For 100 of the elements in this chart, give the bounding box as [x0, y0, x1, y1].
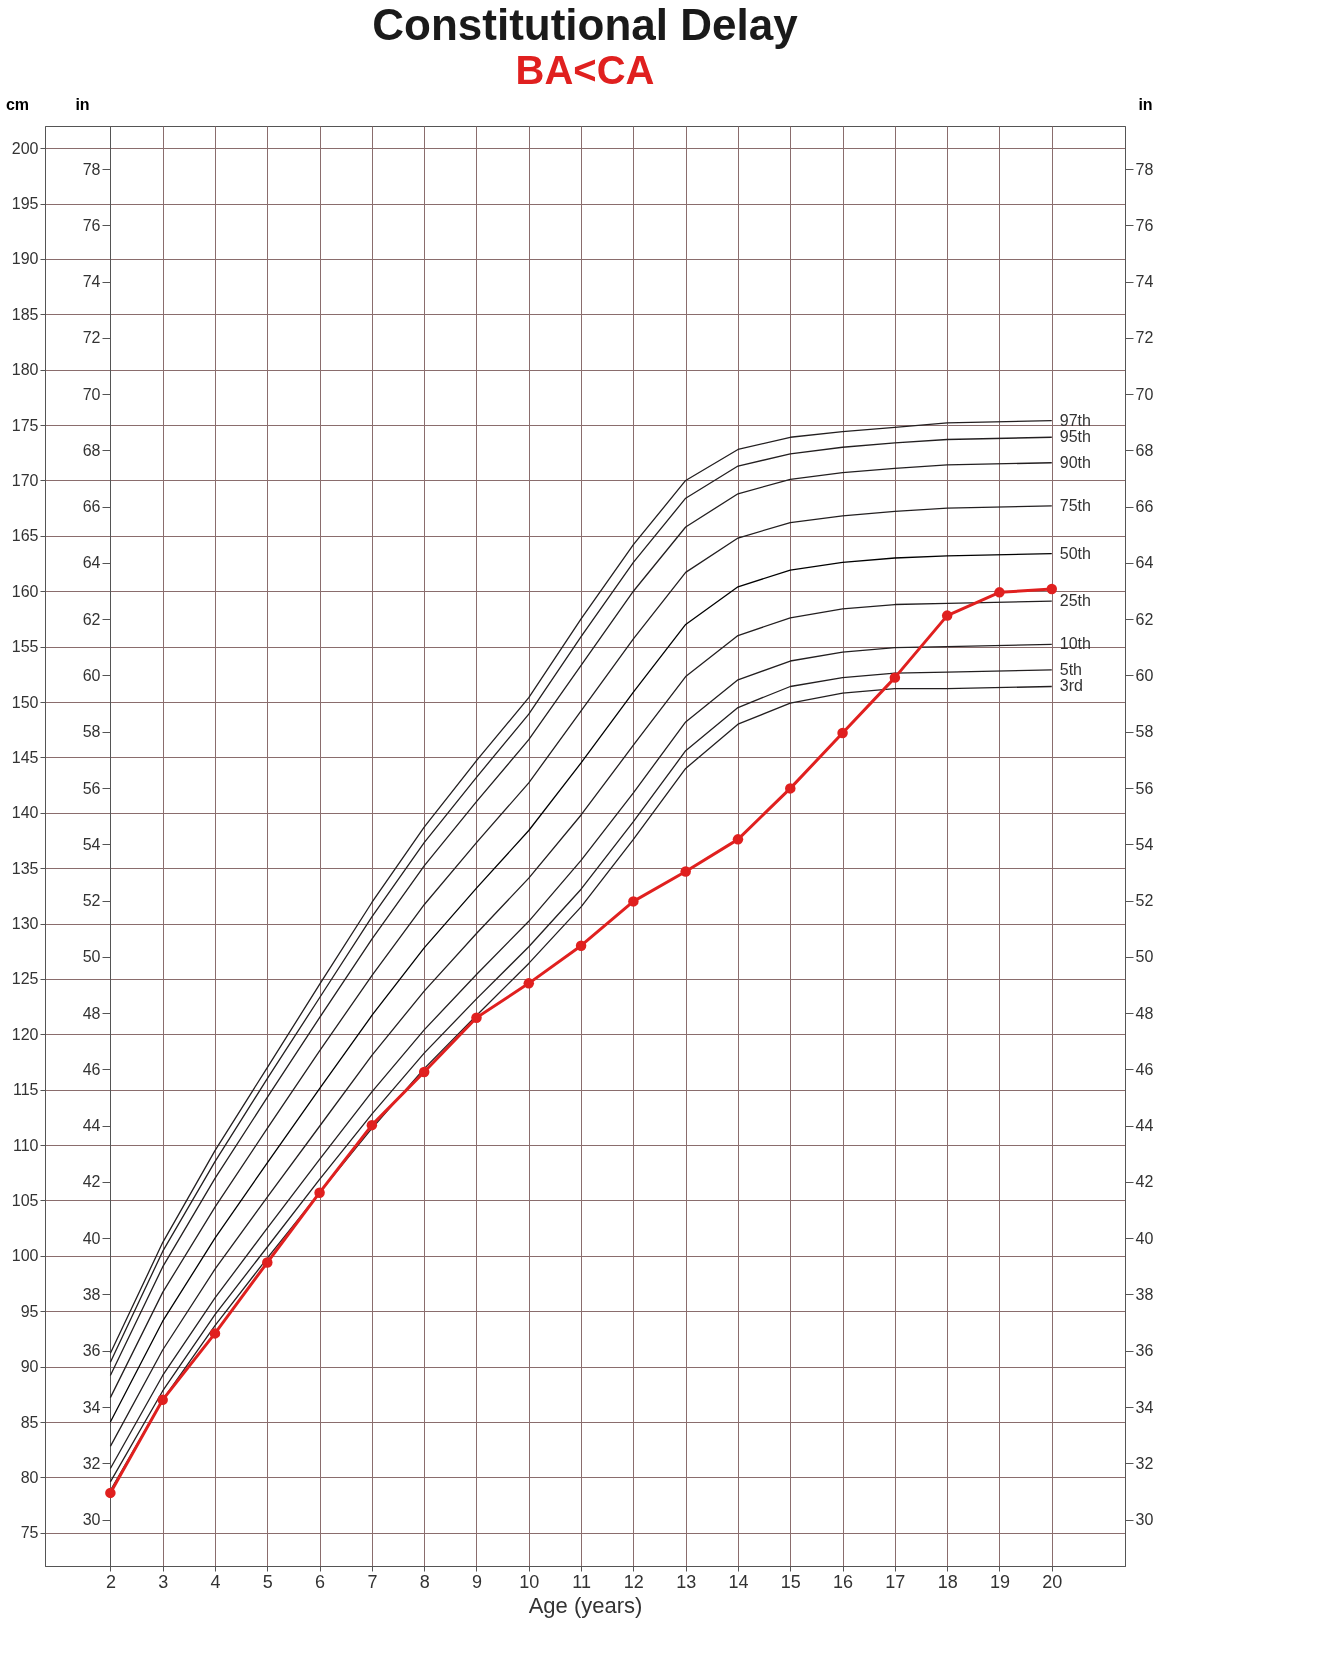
point — [889, 672, 901, 683]
x-tick-label: 4 — [210, 1571, 221, 1592]
point — [105, 1487, 116, 1499]
y3-tick-label: 74 — [1135, 273, 1154, 291]
y-tick-label: 195 — [11, 195, 39, 213]
x-tick-label: 5 — [262, 1571, 273, 1592]
y-tick-label: 145 — [11, 748, 39, 766]
y2-tick-label: 58 — [82, 723, 101, 741]
y-tick-label: 125 — [11, 970, 39, 988]
x-tick-label: 13 — [676, 1571, 697, 1592]
y-tick-label: 80 — [20, 1468, 39, 1486]
y2-tick-label: 70 — [82, 385, 101, 403]
y3-tick-label: 36 — [1135, 1342, 1154, 1360]
x-axis-title: Age (years) — [528, 1592, 643, 1618]
y-tick-label: 100 — [11, 1247, 39, 1265]
y3-tick-label: 50 — [1135, 948, 1154, 966]
y-axis-title: cm — [5, 95, 30, 113]
y2-tick-label: 32 — [82, 1454, 101, 1472]
y2-tick-label: 68 — [82, 441, 101, 459]
y3-axis-title: in — [75, 95, 90, 113]
point — [732, 834, 744, 845]
point — [471, 1012, 482, 1023]
y3-tick-label: 30 — [1135, 1511, 1154, 1529]
y3-tick-label: 76 — [1135, 216, 1154, 234]
point — [680, 866, 691, 877]
y3-tick-label: 40 — [1135, 1229, 1154, 1247]
y3-tick-label: 56 — [1135, 779, 1154, 797]
y3-tick-label: 64 — [1135, 554, 1154, 572]
y3-tick-label: 62 — [1135, 610, 1154, 628]
x-tick-label: 17 — [885, 1571, 906, 1592]
y-tick-label: 110 — [12, 1136, 39, 1154]
y2-tick-label: 62 — [82, 610, 101, 628]
series-label: 90th — [1059, 453, 1091, 471]
y-tick-label: 160 — [11, 582, 39, 600]
y2-tick-label: 54 — [82, 835, 101, 853]
y2-tick-label: 46 — [82, 1060, 101, 1078]
y2-tick-label: 72 — [82, 329, 101, 347]
chart-subtitle: BA<CA — [515, 48, 655, 92]
y2-tick-label: 36 — [82, 1342, 101, 1360]
y2-tick-label: 34 — [82, 1398, 101, 1416]
x-tick-label: 3 — [158, 1571, 169, 1592]
y2-tick-label: 38 — [82, 1285, 101, 1303]
y2-tick-label: 52 — [82, 892, 101, 910]
chart-title: Constitutional Delay — [372, 0, 799, 49]
series-label: 25th — [1059, 592, 1091, 610]
point — [994, 587, 1005, 598]
point — [209, 1328, 221, 1339]
x-tick-label: 2 — [105, 1571, 116, 1592]
y-tick-label: 165 — [11, 527, 39, 545]
y2-tick-label: 66 — [82, 498, 101, 516]
series-label: 3rd — [1059, 677, 1083, 695]
y2-tick-label: 44 — [82, 1117, 101, 1135]
series-label: 50th — [1059, 544, 1091, 562]
y-tick-label: 90 — [20, 1358, 39, 1376]
x-tick-label: 16 — [833, 1571, 854, 1592]
y3-tick-label: 42 — [1135, 1173, 1154, 1191]
y2-tick-label: 74 — [82, 273, 101, 291]
series-label: 5th — [1059, 660, 1083, 678]
y-tick-label: 105 — [11, 1191, 39, 1209]
y3-tick-label: 72 — [1135, 329, 1154, 347]
y-tick-label: 75 — [20, 1524, 39, 1542]
y3-tick-label: 48 — [1135, 1004, 1154, 1022]
y-tick-label: 200 — [11, 139, 39, 157]
y-tick-label: 185 — [11, 305, 39, 323]
y3-tick-label: 32 — [1135, 1454, 1154, 1472]
y3-tick-label: 44 — [1135, 1117, 1154, 1135]
y2-tick-label: 42 — [82, 1173, 101, 1191]
y2-axis-title: in — [1138, 95, 1153, 113]
point — [575, 940, 587, 951]
y3-tick-label: 38 — [1135, 1285, 1154, 1303]
point — [837, 727, 848, 739]
series-label: 95th — [1059, 428, 1091, 446]
point — [941, 610, 953, 621]
series-label: 75th — [1059, 496, 1091, 514]
y-tick-label: 120 — [11, 1025, 39, 1043]
x-tick-label: 19 — [989, 1571, 1010, 1592]
y2-tick-label: 64 — [82, 554, 101, 572]
y3-tick-label: 34 — [1135, 1398, 1154, 1416]
y-tick-label: 130 — [11, 915, 39, 933]
y-tick-label: 190 — [11, 250, 39, 268]
y3-tick-label: 60 — [1135, 667, 1154, 684]
point — [1046, 583, 1058, 595]
point — [785, 783, 796, 794]
y3-tick-label: 70 — [1135, 385, 1154, 403]
point — [366, 1119, 378, 1131]
y-tick-label: 150 — [11, 693, 39, 711]
point — [157, 1394, 168, 1406]
y-tick-label: 135 — [11, 859, 39, 877]
x-tick-label: 8 — [419, 1571, 430, 1592]
y2-tick-label: 50 — [82, 948, 101, 966]
y-tick-label: 180 — [11, 361, 39, 379]
y-tick-label: 115 — [12, 1081, 39, 1099]
x-tick-label: 11 — [572, 1571, 591, 1592]
y3-tick-label: 66 — [1135, 498, 1154, 516]
point — [314, 1187, 325, 1198]
y-tick-label: 95 — [20, 1302, 39, 1320]
y3-tick-label: 54 — [1135, 835, 1154, 853]
y-tick-label: 85 — [20, 1413, 39, 1431]
x-tick-label: 14 — [728, 1571, 749, 1592]
x-tick-label: 7 — [367, 1571, 378, 1592]
